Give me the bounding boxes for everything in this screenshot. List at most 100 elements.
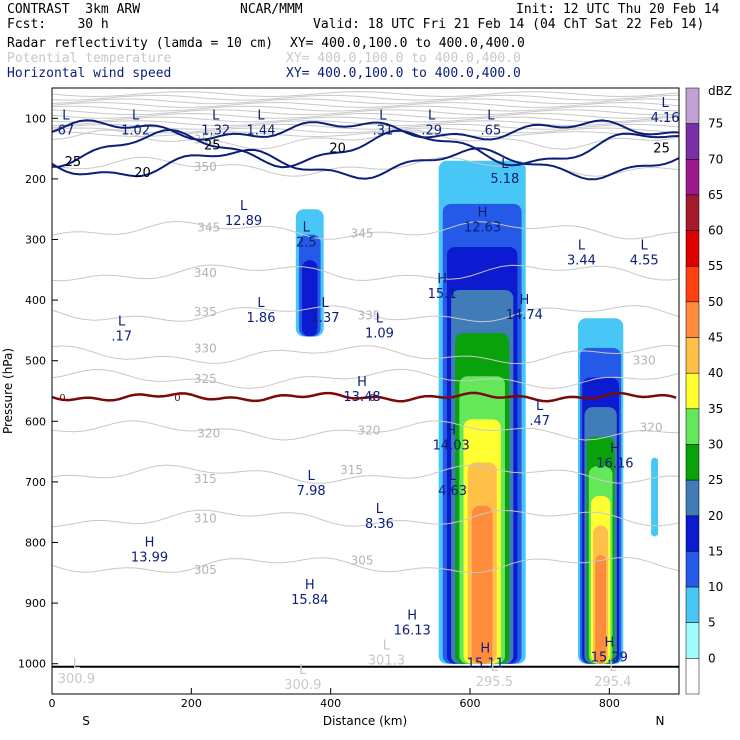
theta-contour-line <box>52 105 679 112</box>
y-tick-label: 900 <box>25 597 46 610</box>
colorbar-swatch <box>685 622 700 659</box>
colorbar-swatch <box>685 551 700 588</box>
theta-contour-label: 315 <box>340 463 363 477</box>
extremum-value: 15.84 <box>291 593 328 608</box>
extremum-value: 301.3 <box>368 654 405 669</box>
wind-contour-label: 25 <box>204 139 221 154</box>
colorbar-label: 35 <box>708 402 723 416</box>
theta-contour-label: 305 <box>194 563 217 577</box>
extremum-mark: L <box>491 660 499 675</box>
reflectivity-band <box>651 457 659 537</box>
model-title: CONTRAST 3km ARW <box>7 2 141 17</box>
extremum-mark: L <box>321 296 329 311</box>
extremum-value: 300.9 <box>284 678 321 693</box>
colorbar-swatch <box>685 123 700 160</box>
field-name-theta: Potential temperature <box>7 51 172 66</box>
extremum-mark: H <box>604 636 614 651</box>
theta-contour-label: 340 <box>194 266 217 280</box>
theta-contour-line <box>52 98 679 105</box>
theta-contour-label: 310 <box>194 511 217 525</box>
extremum-mark: L <box>303 220 311 235</box>
extremum-mark: H <box>437 272 447 287</box>
freezing-level-line <box>52 391 677 403</box>
theta-contour-line <box>52 420 679 441</box>
extremum-value: 5.18 <box>490 172 519 187</box>
colorbar-label: 70 <box>708 152 723 166</box>
freezing-level-label: 0 <box>59 393 65 404</box>
colorbar-label: 0 <box>708 651 716 665</box>
colorbar-swatch <box>685 194 700 231</box>
colorbar-swatch <box>685 515 700 552</box>
extremum-value: 12.89 <box>225 214 262 229</box>
y-tick-label: 800 <box>25 537 46 550</box>
colorbar-unit: dBZ <box>708 84 732 98</box>
y-tick-label: 100 <box>25 112 46 125</box>
extrema-labels: L67L1.02L1.32L1.44L.31L.29L.65L4.16L5.18… <box>52 96 680 693</box>
x-tick-label: 400 <box>320 697 341 710</box>
theta-contour-label: 350 <box>194 160 217 174</box>
extremum-value: 16.16 <box>596 457 633 472</box>
colorbar-swatch <box>685 301 700 338</box>
wind-contour-line <box>52 128 679 169</box>
extremum-value: 1.44 <box>247 123 276 138</box>
colorbar-label: 40 <box>708 366 723 380</box>
extremum-value: .65 <box>481 123 502 138</box>
theta-contour-label: 315 <box>194 472 217 486</box>
colorbar-swatch <box>685 87 700 124</box>
theta-contour-label: 345 <box>351 226 374 240</box>
reflectivity-band <box>595 555 607 664</box>
extremum-value: 12.63 <box>464 220 501 235</box>
x-tick-label: 0 <box>49 697 56 710</box>
extremum-value: 1.02 <box>121 123 150 138</box>
extremum-value: 1.86 <box>247 311 276 326</box>
colorbar-label: 25 <box>708 473 723 487</box>
freezing-level: 0 0 0 <box>52 391 677 404</box>
y-tick-label: 1000 <box>18 658 46 671</box>
extremum-value: 1.32 <box>201 123 230 138</box>
colorbar-swatch <box>685 230 700 267</box>
extremum-value: 1.37 <box>311 311 340 326</box>
extremum-mark: L <box>308 469 316 484</box>
y-tick-label: 300 <box>25 234 46 247</box>
extremum-mark: L <box>383 639 391 654</box>
x-tick-label: 200 <box>181 697 202 710</box>
extremum-value: 14.74 <box>506 308 543 323</box>
extremum-value: 1.09 <box>365 326 394 341</box>
y-tick-label: 400 <box>25 294 46 307</box>
colorbar-swatch <box>685 265 700 303</box>
plot-frame <box>51 87 680 695</box>
extremum-value: 295.4 <box>594 675 631 690</box>
theta-contour-label: 320 <box>640 420 663 434</box>
extremum-value: .31 <box>373 123 394 138</box>
colorbar-label: 75 <box>708 117 723 131</box>
organization-label: NCAR/MMM <box>240 2 303 17</box>
theta-contour-line <box>52 123 679 130</box>
y-tick-label: 600 <box>25 415 46 428</box>
theta-contour-line <box>52 112 679 119</box>
y-tick-label: 700 <box>25 476 46 489</box>
colorbar-label: 10 <box>708 580 723 594</box>
extremum-mark: H <box>145 536 155 551</box>
colorbar-label: 20 <box>708 509 723 523</box>
extremum-value: 16.13 <box>394 623 431 638</box>
theta-contour-line <box>52 264 679 282</box>
wind-contour-line <box>52 119 679 141</box>
extremum-mark: L <box>609 660 617 675</box>
extremum-value: 67 <box>58 123 75 138</box>
colorbar-label: 45 <box>708 331 723 345</box>
extremum-mark: L <box>257 296 265 311</box>
extremum-value: .17 <box>111 329 132 344</box>
colorbar-swatch <box>685 159 700 196</box>
extremum-value: .47 <box>529 414 550 429</box>
wind-contour-label: 20 <box>329 142 346 157</box>
extremum-mark: L <box>661 96 669 111</box>
colorbar-swatch <box>685 479 700 517</box>
colorbar-label: 60 <box>708 224 723 238</box>
extremum-value: 4.16 <box>651 111 680 126</box>
x-axis-title: Distance (km) <box>323 714 407 728</box>
theta-contour-line <box>52 220 679 240</box>
extremum-mark: H <box>480 642 490 657</box>
